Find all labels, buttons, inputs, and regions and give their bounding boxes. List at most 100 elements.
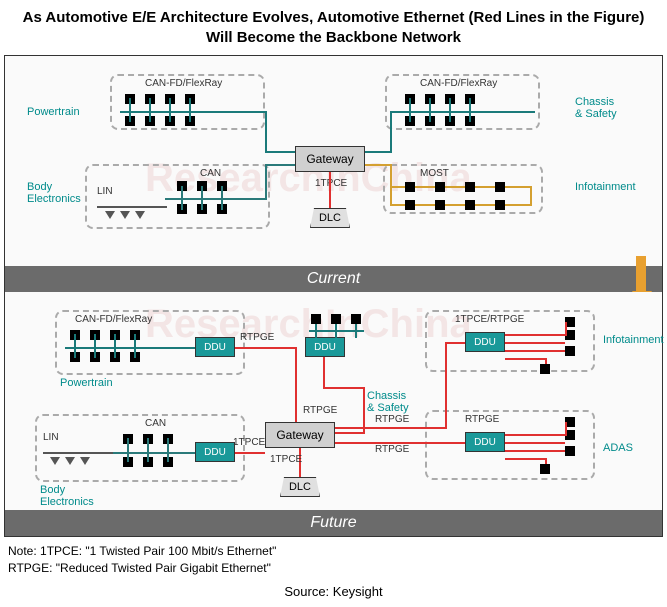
ddu-info: DDU: [465, 332, 505, 352]
label-chassis: Chassis & Safety: [575, 96, 617, 120]
eth: [323, 387, 363, 389]
most: [365, 164, 392, 166]
bus: [365, 151, 392, 153]
lin: [43, 452, 113, 454]
eth: [335, 432, 365, 434]
can: [221, 186, 223, 210]
eth: [445, 342, 465, 344]
bus: [265, 151, 295, 153]
lin-node: [50, 457, 60, 465]
bus: [335, 322, 337, 338]
ecu: [435, 200, 445, 210]
eth: [505, 434, 565, 436]
label-info: Infotainment: [575, 181, 636, 193]
eth: [505, 450, 565, 452]
separator-current: Current: [5, 266, 662, 292]
ddu-powertrain: DDU: [195, 337, 235, 357]
bus: [65, 347, 195, 349]
label-body: Body Electronics: [27, 181, 81, 205]
can: [147, 438, 149, 462]
ddu-body: DDU: [195, 442, 235, 462]
notes: Note: 1TPCE: "1 Twisted Pair 100 Mbit/s …: [0, 537, 667, 607]
dlc-box-f: DLC: [280, 477, 320, 497]
can: [165, 198, 265, 200]
lin: [97, 206, 167, 208]
label-canfd-2: CAN-FD/FlexRay: [420, 78, 497, 89]
ecu: [465, 200, 475, 210]
ddu-chassis: DDU: [305, 337, 345, 357]
lin-node: [120, 211, 130, 219]
bus: [409, 98, 411, 122]
bus: [265, 111, 267, 151]
eth: [505, 334, 565, 336]
label-lin: LIN: [97, 186, 113, 197]
ecu: [405, 200, 415, 210]
label-rtpge-2: RTPGE: [303, 405, 337, 416]
ecu: [565, 346, 575, 356]
page-title: As Automotive E/E Architecture Evolves, …: [0, 0, 667, 55]
can: [265, 164, 295, 166]
lin-node: [135, 211, 145, 219]
label-rtpge-5: RTPGE: [375, 444, 409, 455]
note-2: RTPGE: "Reduced Twisted Pair Gigabit Eth…: [8, 560, 659, 577]
eth: [235, 452, 265, 454]
lin-node: [105, 211, 115, 219]
bus: [469, 98, 471, 122]
bus: [74, 334, 76, 358]
ecu: [540, 364, 550, 374]
label-can-f: CAN: [145, 418, 166, 429]
bus: [129, 98, 131, 122]
label-canfd-1: CAN-FD/FlexRay: [145, 78, 222, 89]
label-most: MOST: [420, 168, 449, 179]
bus: [355, 322, 357, 338]
label-tpce: 1TPCE: [315, 178, 347, 189]
ecu: [495, 200, 505, 210]
eth: [505, 458, 545, 460]
eth: [505, 442, 565, 444]
gateway-box-f: Gateway: [265, 422, 335, 448]
can: [167, 438, 169, 462]
future-panel: ResearchInChina Powertrain Infotainment …: [5, 292, 662, 510]
bus: [169, 98, 171, 122]
can: [110, 452, 195, 454]
eth: [565, 422, 567, 436]
diagram-container: ResearchInChina Powertrain Chassis & Saf…: [4, 55, 663, 537]
ecu: [351, 314, 361, 324]
ecu: [540, 464, 550, 474]
bus: [429, 98, 431, 122]
domain-body: [85, 164, 270, 229]
label-chassis-f: Chassis & Safety: [367, 390, 409, 414]
bus: [315, 322, 317, 338]
lin-node: [80, 457, 90, 465]
eth: [323, 357, 325, 387]
note-1: Note: 1TPCE: "1 Twisted Pair 100 Mbit/s …: [8, 543, 659, 560]
most: [530, 186, 532, 204]
eth: [295, 347, 297, 422]
label-info-f: Infotainment: [603, 334, 664, 346]
ecu: [465, 182, 475, 192]
label-adas-f: ADAS: [603, 442, 633, 454]
bus: [134, 334, 136, 358]
eth: [235, 347, 295, 349]
can: [265, 164, 267, 200]
label-can: CAN: [200, 168, 221, 179]
ddu-adas: DDU: [465, 432, 505, 452]
label-tpce-2: 1TPCE: [233, 437, 265, 448]
label-canfd-f: CAN-FD/FlexRay: [75, 314, 152, 325]
can: [201, 186, 203, 210]
eth: [363, 387, 365, 432]
bus: [114, 334, 116, 358]
eth: [505, 350, 565, 352]
ecu: [435, 182, 445, 192]
eth: [565, 322, 567, 336]
label-powertrain: Powertrain: [27, 106, 80, 118]
ecu: [331, 314, 341, 324]
eth: [445, 342, 447, 427]
eth: [505, 358, 545, 360]
source: Source: Keysight: [8, 577, 659, 601]
label-powertrain-f: Powertrain: [60, 377, 113, 389]
current-panel: ResearchInChina Powertrain Chassis & Saf…: [5, 56, 662, 266]
bus: [94, 334, 96, 358]
label-rtpge-4: RTPGE: [465, 414, 499, 425]
eth-line: [329, 172, 331, 208]
